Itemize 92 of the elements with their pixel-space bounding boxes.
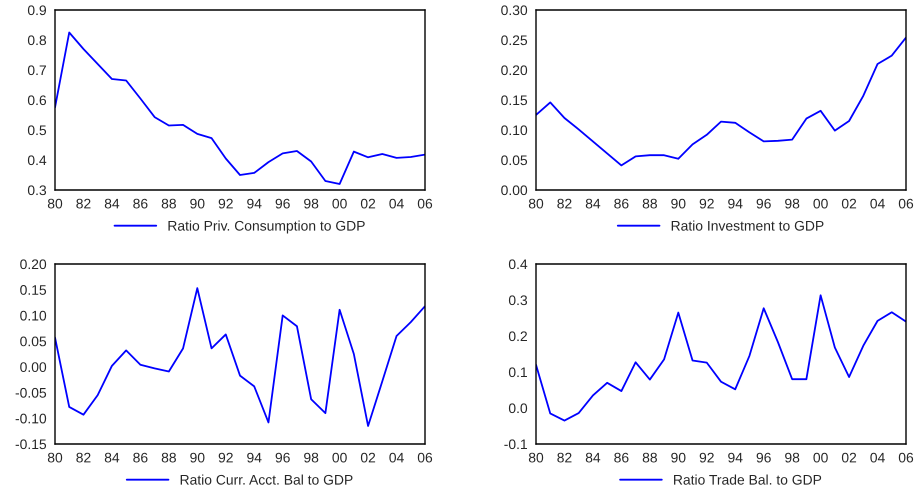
x-tick-label: 82 [76,198,90,209]
x-tick-label: 02 [842,198,856,209]
line-series [55,287,425,427]
x-tick-label: 02 [842,452,856,463]
y-tick-label: 0.00 [20,362,46,372]
x-tick-label: 00 [813,452,828,463]
y-tick-label: 0.30 [501,5,528,16]
x-tick-label: 80 [528,198,544,209]
x-tick-label: 84 [586,198,600,209]
x-tick-label: 94 [247,198,262,209]
x-tick-label: 82 [557,198,572,209]
y-tick-label: 0.3 [28,185,46,196]
x-tick-label: 96 [756,198,771,209]
x-tick-label: 04 [389,452,404,463]
x-tick-label: 92 [700,452,714,463]
x-tick-label: 96 [276,198,290,209]
y-tick-label: 0.10 [20,310,46,321]
x-tick-label: 90 [671,198,686,209]
y-tick-label: 0.3 [508,295,528,306]
legend-label: Ratio Trade Bal. to GDP [674,474,822,485]
x-tick-label: 84 [104,452,120,463]
y-tick-label: 0.05 [501,155,528,166]
y-tick-label: 0.25 [501,35,528,46]
y-tick-label: 0.10 [501,125,528,136]
y-tick-label: -0.10 [16,414,46,424]
legend-label: Ratio Investment to GDP [672,220,824,231]
y-tick-label: 0.6 [28,95,46,106]
y-tick-label: 0.4 [508,259,528,270]
legend-label: Ratio Curr. Acct. Bal to GDP [180,474,352,485]
x-tick-label: 86 [133,198,148,209]
x-tick-label: 02 [360,452,376,463]
y-tick-label: 0.9 [28,5,46,16]
x-tick-label: 06 [418,452,432,463]
x-tick-label: 90 [190,452,204,463]
y-tick-label: 0.15 [20,285,46,295]
y-tick-label: 0.05 [20,336,46,346]
x-tick-label: 82 [557,452,572,463]
x-tick-label: 02 [360,198,376,209]
x-tick-label: 88 [642,198,657,209]
x-tick-label: 88 [642,452,657,463]
x-tick-label: 90 [671,452,686,463]
line-series [536,36,906,166]
x-tick-label: 94 [728,198,743,209]
line-series [55,32,425,185]
y-tick-label: 0.20 [20,259,46,270]
x-tick-label: 00 [332,452,347,463]
y-tick-label: 0.5 [28,125,46,136]
x-tick-label: 94 [247,452,262,463]
x-tick-label: 92 [218,198,233,209]
line-series [536,294,906,422]
x-tick-label: 06 [898,452,914,463]
y-tick-label: -0.05 [16,388,46,398]
x-tick-label: 96 [756,452,771,463]
x-tick-label: 06 [898,198,914,209]
x-tick-label: 84 [104,198,120,209]
x-tick-label: 88 [162,198,176,209]
y-tick-label: 0.4 [28,155,46,166]
x-tick-label: 06 [418,198,432,209]
x-tick-label: 80 [48,452,62,463]
x-tick-label: 94 [728,452,743,463]
x-tick-label: 88 [162,452,176,463]
x-tick-label: 82 [76,452,90,463]
x-tick-label: 04 [870,198,885,209]
x-tick-label: 00 [332,198,347,209]
y-tick-label: -0.15 [16,439,46,450]
y-tick-label: 0.7 [28,65,46,76]
x-tick-label: 84 [586,452,600,463]
x-tick-label: 98 [785,198,800,209]
legend-label: Ratio Priv. Consumption to GDP [168,220,365,234]
x-tick-label: 86 [614,198,628,209]
x-tick-label: 98 [304,452,318,463]
y-tick-label: 0.20 [501,65,528,76]
x-tick-label: 96 [276,452,290,463]
y-tick-label: 0.00 [501,185,528,196]
x-tick-label: 80 [48,198,62,209]
y-tick-label: 0.2 [508,331,527,342]
x-tick-label: 92 [218,452,233,463]
x-tick-label: 80 [528,452,544,463]
x-tick-label: 00 [813,198,828,209]
y-tick-label: 0.8 [28,35,46,46]
x-tick-label: 98 [785,452,800,463]
x-tick-label: 92 [700,198,714,209]
x-tick-label: 90 [190,198,204,209]
y-tick-label: 0.1 [508,367,527,378]
x-tick-label: 04 [389,198,404,209]
y-tick-label: 0.0 [508,403,528,414]
x-tick-label: 04 [870,452,885,463]
x-tick-label: 86 [614,452,628,463]
x-tick-label: 98 [304,198,318,209]
y-tick-label: -0.1 [504,439,527,450]
y-tick-label: 0.15 [501,95,528,106]
x-tick-label: 86 [133,452,148,463]
